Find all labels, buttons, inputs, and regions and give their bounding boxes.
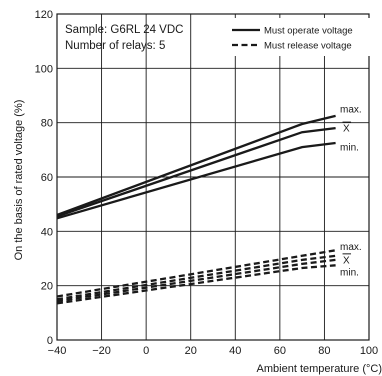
operate-stat-label: max. [340,105,362,116]
x-tick-label: 60 [274,345,286,357]
x-tick-label: 80 [318,345,330,357]
x-tick-label: 40 [229,345,241,357]
y-tick-label: 20 [41,281,53,293]
x-tick-label: 100 [360,345,378,357]
operate-stat-label: X [343,124,350,135]
series-layer [56,114,336,305]
y-tick-label: 0 [47,335,53,347]
y-tick-label: 100 [35,63,53,75]
release-series-line [56,264,336,305]
y-tick-label: 60 [41,172,53,184]
sample-info: Sample: G6RL 24 VDC Number of relays: 5 [65,24,183,52]
legend: Must operate voltage Must release voltag… [229,18,377,56]
y-axis-label: On the basis of rated voltage (%) [13,100,25,261]
operate-series-line [56,114,336,217]
release-series-line [56,249,336,298]
release-stat-label: X [343,255,350,266]
x-tick-label: −40 [48,345,67,357]
legend-label-operate: Must operate voltage [264,26,353,37]
tick-layer: −40 −20 0 20 40 60 80 100 0 20 40 60 80 100 120 [35,9,379,357]
y-tick-label: 120 [35,9,53,21]
release-stat-label: min. [340,268,359,279]
operate-series-line [56,126,336,218]
x-tick-label: 20 [185,345,197,357]
x-axis-label: Ambient temperature (°C) [257,363,382,375]
plot-frame [56,13,370,341]
release-series-line [56,258,336,303]
y-tick-label: 40 [41,226,53,238]
x-tick-label: 0 [143,345,149,357]
release-stat-label: max. [340,242,362,253]
legend-background [229,18,377,56]
sample-annotation: Sample: G6RL 24 VDC [65,24,183,36]
operate-stat-label: min. [340,143,359,154]
operate-series-line [56,141,336,220]
relay-count-annotation: Number of relays: 5 [65,40,165,52]
legend-label-release: Must release voltage [264,41,352,52]
x-tick-label: −20 [92,345,111,357]
y-tick-label: 80 [41,118,53,130]
release-series-line [56,254,336,301]
